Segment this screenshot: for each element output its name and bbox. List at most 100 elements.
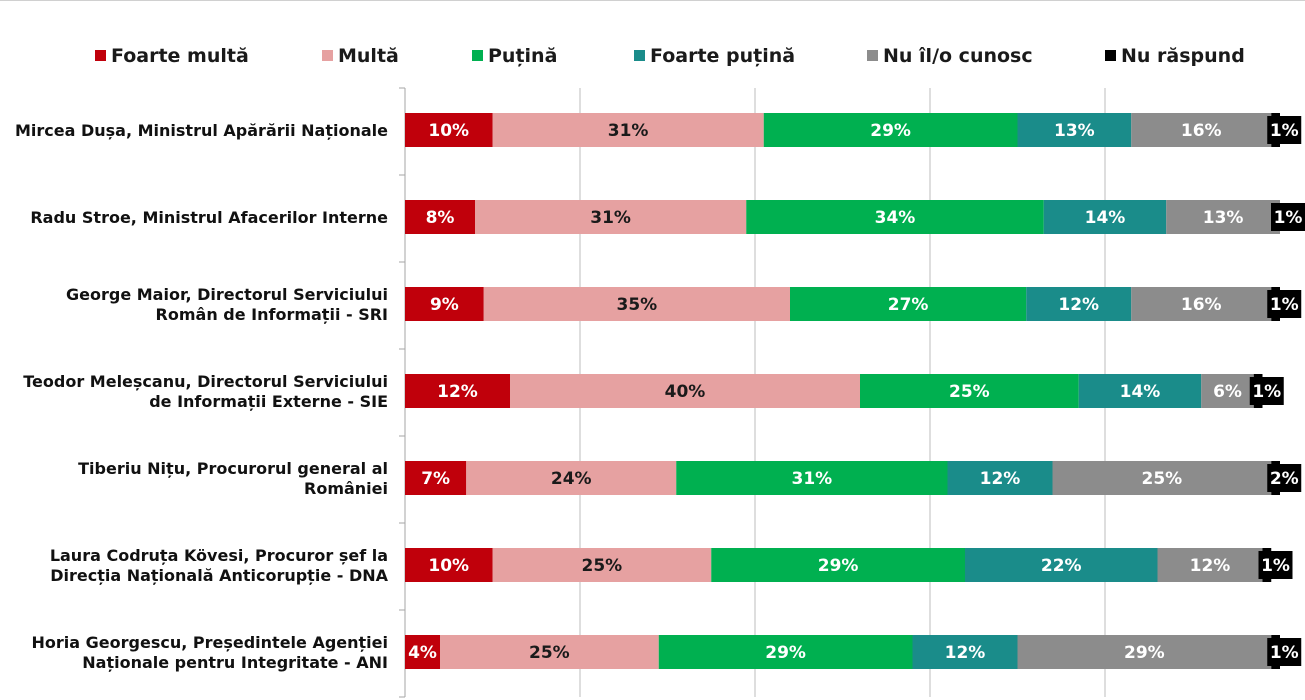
bar-segment <box>405 635 440 669</box>
category-label: Tiberiu Nițu, Procurorul general al Român… <box>78 459 388 498</box>
bar-segment <box>1166 200 1280 234</box>
legend-label: Foarte puțină <box>650 45 795 67</box>
data-label: 12% <box>437 382 478 402</box>
data-label: 10% <box>428 121 469 141</box>
data-label: 1% <box>1252 382 1281 402</box>
data-label: 24% <box>551 469 592 489</box>
legend-label: Multă <box>338 45 399 67</box>
data-label: 12% <box>1190 556 1231 576</box>
data-label: 10% <box>428 556 469 576</box>
data-label: 29% <box>1124 643 1165 663</box>
data-label: 7% <box>421 469 450 489</box>
bar-segment <box>912 635 1018 669</box>
bar-segment <box>1017 635 1272 669</box>
category-label: Radu Stroe, Ministrul Afacerilor Interne <box>30 208 388 227</box>
legend-swatch <box>634 50 645 61</box>
bar-segment <box>405 287 484 321</box>
bar-segment <box>1017 113 1132 147</box>
data-label: 22% <box>1041 556 1082 576</box>
data-label: 31% <box>590 208 631 228</box>
bar-segment <box>466 461 677 495</box>
data-label: 1% <box>1270 295 1299 315</box>
category-label: Mircea Dușa, Ministrul Apărării Național… <box>15 121 388 140</box>
bar-segment <box>658 635 913 669</box>
bar-segment <box>1026 287 1132 321</box>
data-label: 27% <box>888 295 929 315</box>
label-box <box>1267 116 1302 144</box>
category-label: George Maior, Directorul Serviciului Româ… <box>66 285 388 324</box>
label-box <box>1267 638 1302 666</box>
data-label: 31% <box>608 121 649 141</box>
bar-segment <box>947 461 1053 495</box>
bar-segment <box>1043 200 1167 234</box>
bar-segment <box>510 374 860 408</box>
legend-label: Nu îl/o cunosc <box>883 45 1033 67</box>
legend-swatch <box>95 50 106 61</box>
bar-segment <box>711 548 965 582</box>
legend-swatch <box>472 50 483 61</box>
bar-segment <box>492 113 764 147</box>
bar-segment <box>676 461 948 495</box>
data-label: 14% <box>1120 382 1161 402</box>
data-label: 14% <box>1085 208 1126 228</box>
bar-segment <box>405 461 467 495</box>
data-label: 16% <box>1181 121 1222 141</box>
bar-segment <box>1201 374 1254 408</box>
bar-segment <box>492 548 712 582</box>
bar-segment <box>965 548 1158 582</box>
legend-label: Foarte multă <box>111 45 249 67</box>
data-label: 1% <box>1274 208 1303 228</box>
data-label: 12% <box>980 469 1021 489</box>
bar-segment <box>1078 374 1202 408</box>
bar-segment <box>790 287 1027 321</box>
legend: Foarte multă Multă Puțină Foarte puțină Nu î… <box>95 45 1245 67</box>
data-label: 1% <box>1270 643 1299 663</box>
label-box <box>1267 290 1302 318</box>
data-label: 35% <box>617 295 658 315</box>
data-label: 13% <box>1054 121 1095 141</box>
data-label: 2% <box>1270 469 1299 489</box>
data-label: 31% <box>792 469 833 489</box>
data-label: 34% <box>875 208 916 228</box>
data-label: 29% <box>765 643 806 663</box>
data-label: 25% <box>582 556 623 576</box>
legend-swatch <box>322 50 333 61</box>
data-label: 13% <box>1203 208 1244 228</box>
data-label: 4% <box>408 643 437 663</box>
category-labels: Mircea Dușa, Ministrul Apărării Național… <box>15 121 389 672</box>
bar-segment <box>763 113 1018 147</box>
data-label: 8% <box>426 208 455 228</box>
bar-segment <box>475 200 747 234</box>
data-label: 40% <box>665 382 706 402</box>
data-label: 6% <box>1213 382 1242 402</box>
bars <box>405 113 1280 669</box>
data-label: 1% <box>1261 556 1290 576</box>
data-label: 29% <box>870 121 911 141</box>
bar-segment <box>405 548 493 582</box>
data-label: 29% <box>818 556 859 576</box>
legend-swatch <box>867 50 878 61</box>
bar-segment <box>860 374 1079 408</box>
bar-segment <box>405 200 475 234</box>
data-label: 25% <box>1142 469 1183 489</box>
legend-label: Nu răspund <box>1121 45 1245 67</box>
data-label: 12% <box>1058 295 1099 315</box>
data-label: 9% <box>430 295 459 315</box>
data-label: 1% <box>1270 121 1299 141</box>
data-label: 16% <box>1181 295 1222 315</box>
top-divider <box>0 0 1305 1</box>
bar-segment <box>746 200 1044 234</box>
label-box <box>1271 203 1305 231</box>
label-box <box>1267 464 1302 492</box>
category-label: Laura Codruța Kövesi, Procuror șef la Dir… <box>50 546 389 585</box>
bar-segment <box>405 113 493 147</box>
label-box <box>1258 551 1293 579</box>
data-labels: 10% 31% 29% 13% 16% 1% 8% 31% 34% 14% 13% 1% 9% 35% 27… <box>408 116 1305 666</box>
data-label: 25% <box>949 382 990 402</box>
bar-segment <box>1131 113 1272 147</box>
bar-segment <box>1157 548 1263 582</box>
bar-segment <box>483 287 790 321</box>
legend-swatch <box>1105 50 1116 61</box>
